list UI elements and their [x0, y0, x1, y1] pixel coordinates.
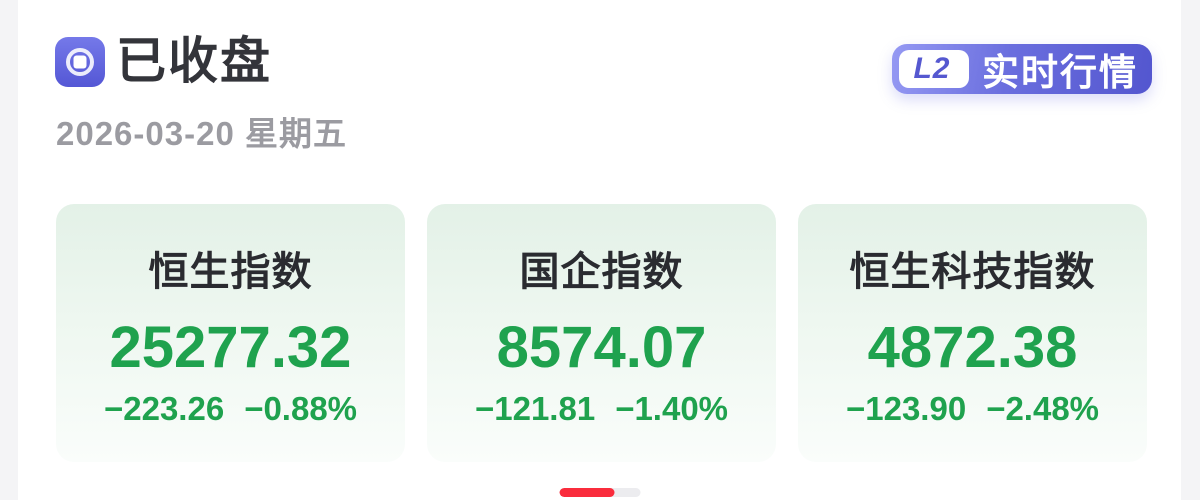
index-change-row: −223.26 −0.88% — [104, 392, 357, 426]
index-change-row: −123.90 −2.48% — [846, 392, 1099, 426]
index-change: −223.26 — [103, 390, 225, 427]
index-name: 恒生科技指数 — [849, 250, 1096, 294]
l2-quotes-badge[interactable]: L2 实时行情 — [892, 44, 1152, 94]
circle-shape — [66, 48, 94, 76]
square-shape — [73, 55, 87, 69]
index-change-pct: −1.40% — [615, 390, 729, 427]
market-overview-panel: 已收盘 L2 实时行情 2026-03-20 星期五 恒生指数 25277.32… — [18, 0, 1181, 500]
market-status-title: 已收盘 — [116, 33, 272, 89]
index-change-row: −121.81 −1.40% — [475, 392, 728, 426]
index-name: 恒生指数 — [148, 250, 313, 294]
index-value: 4872.38 — [867, 315, 1078, 380]
index-card-china-enterprises[interactable]: 国企指数 8574.07 −121.81 −1.40% — [427, 204, 776, 462]
index-card-hs-tech[interactable]: 恒生科技指数 4872.38 −123.90 −2.48% — [798, 204, 1147, 462]
index-change: −123.90 — [845, 390, 967, 427]
l2-badge-label: 实时行情 — [982, 52, 1138, 93]
carousel-active-segment[interactable] — [559, 488, 614, 497]
index-change-pct: −2.48% — [986, 390, 1100, 427]
index-change-pct: −0.88% — [244, 390, 358, 427]
index-card-hang-seng[interactable]: 恒生指数 25277.32 −223.26 −0.88% — [56, 204, 405, 462]
market-status-icon — [55, 37, 105, 87]
index-change: −121.81 — [474, 390, 596, 427]
index-value: 25277.32 — [109, 315, 352, 380]
index-value: 8574.07 — [496, 315, 707, 380]
index-cards-row: 恒生指数 25277.32 −223.26 −0.88% 国企指数 8574.0… — [56, 204, 1147, 462]
trading-date: 2026-03-20 星期五 — [56, 115, 347, 152]
carousel-indicator[interactable] — [559, 488, 640, 497]
index-name: 国企指数 — [519, 250, 684, 294]
l2-level-chip: L2 — [899, 50, 969, 88]
